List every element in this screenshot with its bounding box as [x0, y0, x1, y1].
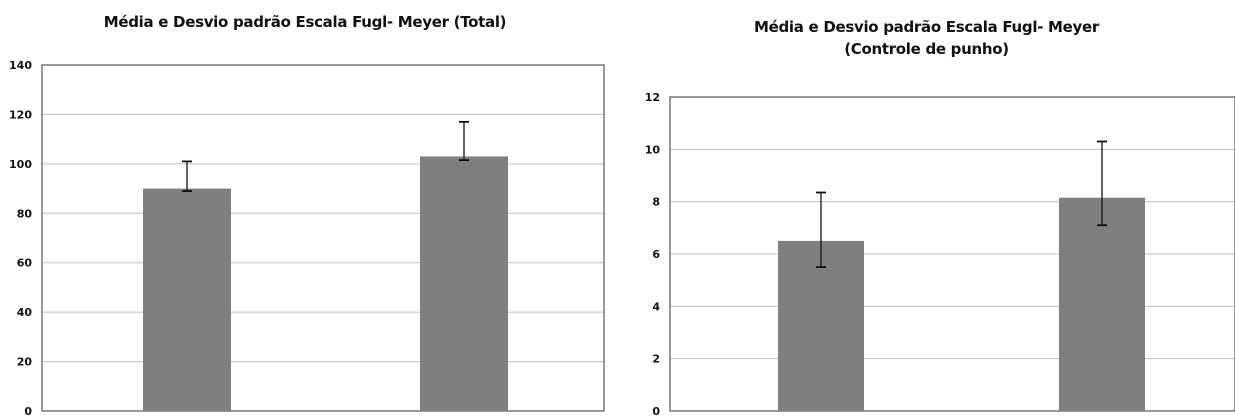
chart-title-line: Média e Desvio padrão Escala Fugl- Meyer…: [103, 13, 507, 31]
y-tick-label: 10: [645, 143, 661, 156]
y-tick-label: 40: [17, 306, 33, 319]
y-tick-label: 6: [652, 248, 660, 261]
chart-title-line: Média e Desvio padrão Escala Fugl- Meyer: [754, 18, 1099, 36]
y-tick-label: 4: [652, 300, 660, 313]
chart-wrist-control: Média e Desvio padrão Escala Fugl- Meyer…: [618, 0, 1235, 417]
y-tick-label: 8: [652, 196, 660, 209]
y-tick-label: 100: [9, 158, 32, 171]
y-tick-label: 0: [652, 405, 660, 417]
bar: [1059, 197, 1145, 411]
chart-plot-wrist-control: 0 2 4 6 8 10 12: [645, 91, 1235, 417]
chart-title: Média e Desvio padrão Escala Fugl- Meyer…: [0, 11, 610, 33]
chart-title-line: (Controle de punho): [844, 40, 1009, 58]
y-tick-label: 80: [17, 207, 33, 220]
plot-frame: [669, 96, 1235, 412]
chart-total: Média e Desvio padrão Escala Fugl- Meyer…: [0, 0, 610, 417]
y-tick-label: 2: [652, 353, 660, 366]
y-tick-label: 140: [9, 59, 32, 72]
y-tick-label: 0: [24, 405, 32, 417]
plot-frame: [41, 64, 605, 412]
chart-title: Média e Desvio padrão Escala Fugl- Meyer…: [618, 16, 1235, 60]
y-tick-label: 60: [17, 257, 33, 270]
y-tick-label: 120: [9, 108, 32, 121]
bar: [778, 240, 864, 411]
y-tick-label: 20: [17, 356, 33, 369]
bar: [143, 188, 231, 411]
chart-plot-total: 0 20 40 60 80 100 120 140: [9, 59, 605, 417]
y-tick-label: 12: [645, 91, 660, 104]
bar: [420, 156, 508, 411]
